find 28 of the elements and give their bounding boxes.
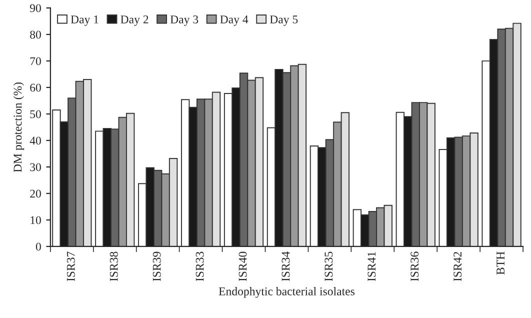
- y-tick-label: 60: [30, 84, 41, 92]
- legend-label: Day 2: [120, 15, 148, 26]
- x-tick-label: ISR42: [454, 252, 462, 282]
- x-tick-label: ISR40: [238, 252, 247, 282]
- x-tick-label: BTH: [496, 252, 504, 275]
- x-axis-title: Endophytic bacterial isolates: [218, 287, 354, 298]
- x-tick-label: ISR37: [66, 252, 75, 282]
- x-tick-label: ISR39: [152, 252, 161, 282]
- x-tick-label: ISR35: [324, 252, 333, 282]
- y-tick-label: 70: [30, 57, 41, 66]
- y-tick-label: 20: [30, 190, 41, 198]
- x-tick-label: ISR41: [368, 252, 376, 282]
- x-tick-label: ISR36: [410, 252, 419, 282]
- y-tick-label: 30: [30, 163, 41, 172]
- legend-label: Day 1: [70, 16, 98, 26]
- legend-label: Day 3: [170, 15, 198, 26]
- legend-label: Day 5: [270, 16, 298, 26]
- y-tick-label: 80: [30, 30, 41, 39]
- legend-label: Day 4: [220, 16, 248, 26]
- x-tick-label: ISR38: [110, 252, 118, 282]
- y-tick-label: 0: [36, 242, 41, 251]
- y-axis-title: DM protection (%): [13, 82, 24, 172]
- x-tick-label: ISR34: [282, 251, 290, 282]
- y-tick-label: 50: [30, 110, 41, 118]
- x-tick-label: ISR33: [196, 252, 204, 282]
- y-tick-label: 90: [30, 4, 41, 12]
- y-tick-label: 40: [30, 136, 41, 145]
- y-tick-label: 10: [30, 216, 41, 224]
